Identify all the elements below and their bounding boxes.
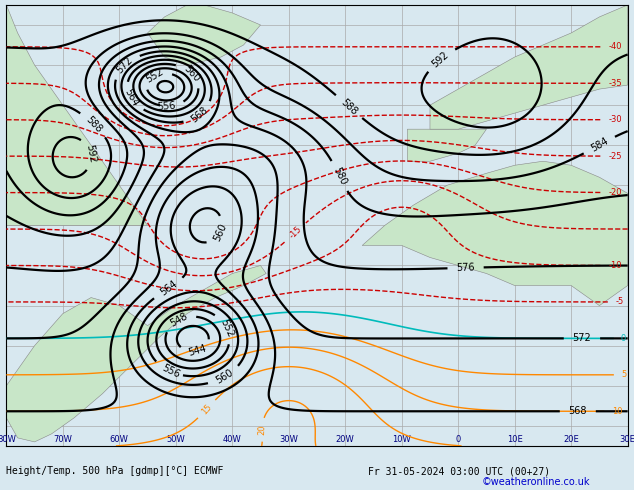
- Text: 592: 592: [430, 49, 451, 70]
- Text: 548: 548: [168, 311, 190, 329]
- Text: 592: 592: [84, 144, 97, 164]
- Text: 584: 584: [589, 136, 610, 154]
- Text: Height/Temp. 500 hPa [gdmp][°C] ECMWF: Height/Temp. 500 hPa [gdmp][°C] ECMWF: [6, 466, 224, 476]
- Text: 20: 20: [257, 424, 267, 435]
- Text: Fr 31-05-2024 03:00 UTC (00+27): Fr 31-05-2024 03:00 UTC (00+27): [368, 466, 550, 476]
- Polygon shape: [408, 129, 486, 161]
- Polygon shape: [148, 5, 261, 65]
- Text: -35: -35: [609, 79, 622, 88]
- Text: 556: 556: [160, 363, 181, 380]
- Text: -25: -25: [609, 151, 622, 161]
- Text: 40W: 40W: [223, 435, 242, 444]
- Text: 30E: 30E: [619, 435, 634, 444]
- Text: 568: 568: [190, 105, 210, 124]
- Text: 60W: 60W: [110, 435, 129, 444]
- Text: 572: 572: [115, 55, 135, 75]
- Text: 80W: 80W: [0, 435, 16, 444]
- Text: 576: 576: [456, 263, 475, 273]
- Text: 30W: 30W: [280, 435, 298, 444]
- Polygon shape: [430, 5, 628, 129]
- Text: 556: 556: [157, 100, 176, 112]
- Polygon shape: [362, 161, 628, 306]
- Text: 10: 10: [612, 407, 623, 416]
- Text: 560: 560: [214, 368, 235, 386]
- Text: 10E: 10E: [507, 435, 522, 444]
- Text: 560: 560: [211, 221, 228, 243]
- Text: -5: -5: [615, 297, 623, 306]
- Text: 0: 0: [621, 334, 626, 343]
- Text: 560: 560: [181, 63, 201, 84]
- Text: ©weatheronline.co.uk: ©weatheronline.co.uk: [482, 477, 590, 487]
- Text: 572: 572: [573, 333, 592, 343]
- Text: 70W: 70W: [53, 435, 72, 444]
- Text: 544: 544: [187, 343, 208, 358]
- Text: 20E: 20E: [563, 435, 579, 444]
- Polygon shape: [6, 5, 148, 225]
- Text: -10: -10: [609, 261, 622, 270]
- Text: 10W: 10W: [392, 435, 411, 444]
- Text: -40: -40: [609, 42, 622, 51]
- Text: 568: 568: [569, 406, 587, 416]
- Polygon shape: [6, 266, 266, 442]
- Text: 50W: 50W: [166, 435, 185, 444]
- Text: 5: 5: [621, 370, 626, 379]
- Text: 580: 580: [331, 166, 348, 187]
- Text: 0: 0: [456, 435, 461, 444]
- Text: 552: 552: [218, 318, 235, 339]
- Point: [453, 302, 463, 310]
- Text: 15: 15: [200, 402, 214, 416]
- Text: -20: -20: [609, 188, 622, 197]
- Text: 552: 552: [144, 67, 165, 85]
- Text: 588: 588: [339, 97, 359, 117]
- Text: 564: 564: [158, 278, 179, 297]
- Text: 588: 588: [84, 114, 104, 134]
- Text: -15: -15: [287, 224, 303, 241]
- Text: 564: 564: [122, 87, 140, 108]
- Text: -30: -30: [609, 115, 622, 124]
- Text: 20W: 20W: [336, 435, 354, 444]
